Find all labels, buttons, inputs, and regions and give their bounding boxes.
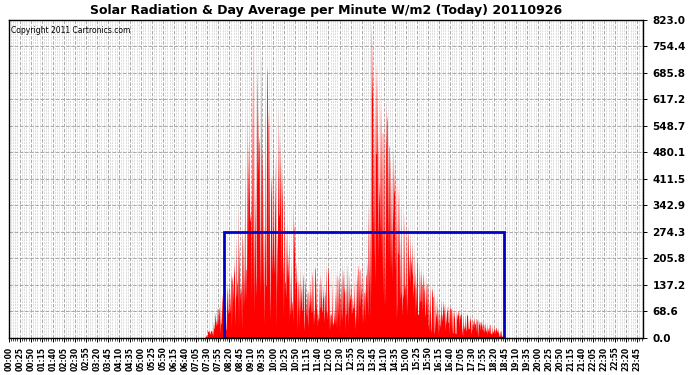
- Bar: [224, 232, 504, 338]
- Text: Copyright 2011 Cartronics.com: Copyright 2011 Cartronics.com: [10, 26, 130, 35]
- Title: Solar Radiation & Day Average per Minute W/m2 (Today) 20110926: Solar Radiation & Day Average per Minute…: [90, 4, 562, 17]
